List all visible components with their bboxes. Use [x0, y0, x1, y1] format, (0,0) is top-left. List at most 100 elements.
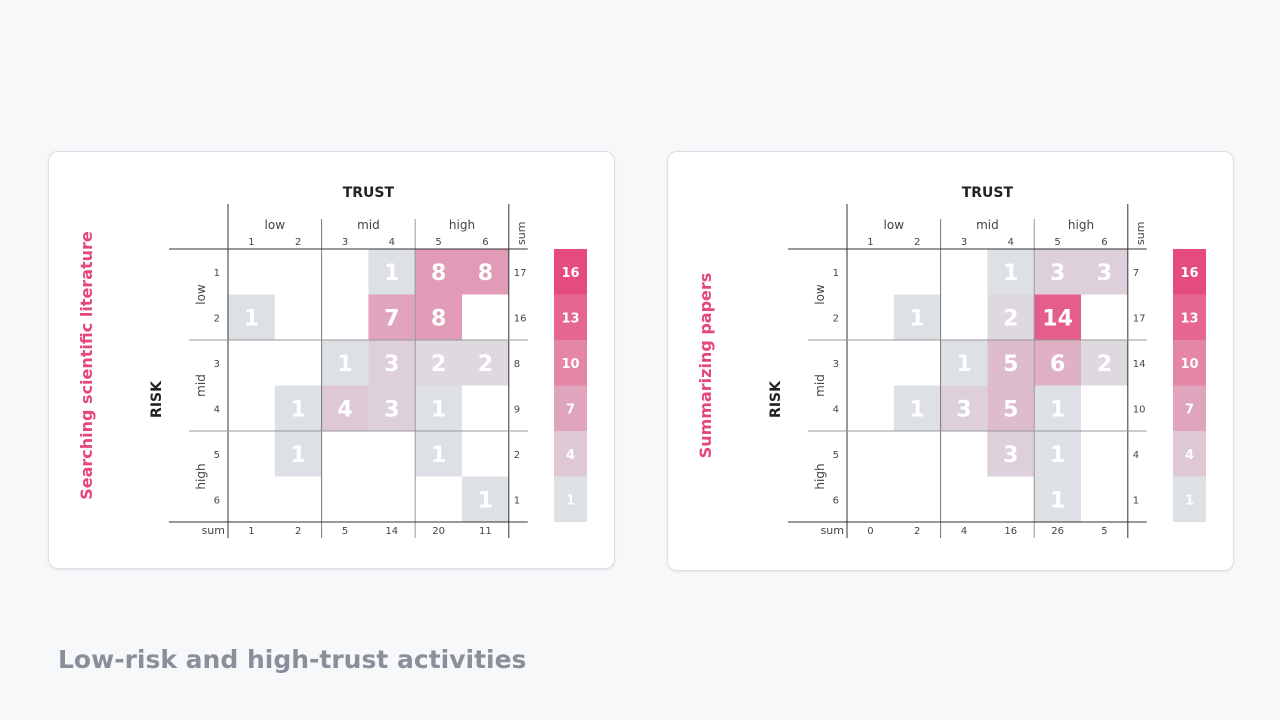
cell-value: 2 — [1097, 352, 1112, 377]
heatmap-cell — [1034, 294, 1081, 340]
heatmap-cell — [893, 385, 941, 431]
legend-swatch — [554, 431, 587, 477]
col-sum: 0 — [867, 526, 873, 537]
cell-value: 5 — [1003, 352, 1018, 377]
cell-value: 8 — [431, 261, 446, 286]
cell-value: 1 — [337, 352, 352, 377]
y-tick-label: 4 — [214, 404, 220, 415]
y-group-label: mid — [813, 374, 827, 397]
y-tick-label: 1 — [214, 268, 220, 279]
cell-value: 1 — [291, 397, 306, 422]
col-sum: 1 — [248, 526, 254, 537]
row-sum: 17 — [514, 268, 527, 279]
row-sum: 16 — [514, 313, 527, 324]
heatmap-cell — [1034, 385, 1081, 431]
cell-value: 14 — [1042, 306, 1073, 331]
x-tick-label: 4 — [389, 237, 395, 248]
legend-swatch — [554, 340, 587, 386]
heatmap-cell — [987, 340, 1035, 386]
col-sum-header: sum — [821, 524, 844, 537]
row-sum: 1 — [1133, 495, 1139, 506]
col-sum: 2 — [914, 526, 920, 537]
heatmap-cell — [987, 431, 1035, 477]
col-sum: 2 — [295, 526, 301, 537]
heatmap-cell — [368, 385, 416, 431]
x-group-label: high — [449, 218, 475, 232]
heatmap-cell — [415, 249, 462, 295]
row-sum: 9 — [514, 404, 520, 415]
y-group-label: low — [194, 284, 208, 305]
y-tick-label: 2 — [214, 313, 220, 324]
heatmap-cell — [368, 340, 416, 386]
legend-label: 13 — [1180, 311, 1198, 326]
heatmap-cell — [415, 385, 462, 431]
legend-label: 1 — [1185, 493, 1194, 508]
row-sum: 2 — [514, 450, 520, 461]
y-tick-label: 6 — [214, 495, 220, 506]
y-tick-label: 1 — [833, 268, 839, 279]
x-axis-title: TRUST — [343, 185, 395, 201]
y-group-label: high — [813, 463, 827, 489]
legend-label: 10 — [1180, 357, 1198, 372]
cell-value: 7 — [384, 306, 399, 331]
cell-value: 3 — [1050, 261, 1065, 286]
x-group-label: mid — [357, 218, 380, 232]
heatmap-cell — [1034, 476, 1081, 522]
cell-value: 1 — [1003, 261, 1018, 286]
legend-label: 4 — [566, 448, 575, 463]
cell-value: 1 — [431, 397, 446, 422]
legend-swatch — [554, 476, 587, 522]
legend-swatch — [1173, 294, 1206, 340]
legend-swatch — [554, 249, 587, 295]
heatmap-cell — [1081, 249, 1128, 295]
cell-value: 1 — [910, 306, 925, 331]
cell-value: 3 — [1097, 261, 1112, 286]
cell-value: 8 — [478, 261, 493, 286]
legend-swatch — [554, 294, 587, 340]
heatmap-cell — [274, 431, 322, 477]
cell-value: 2 — [431, 352, 446, 377]
y-tick-label: 6 — [833, 495, 839, 506]
cell-value: 5 — [1003, 397, 1018, 422]
cell-value: 1 — [956, 352, 971, 377]
heatmap-cell — [321, 340, 369, 386]
cell-value: 1 — [478, 488, 493, 513]
legend-swatch — [554, 385, 587, 431]
slide-title: Low-risk and high-trust activities — [58, 645, 527, 674]
row-sum: 8 — [514, 359, 520, 370]
cell-value: 1 — [384, 261, 399, 286]
y-axis-title: RISK — [149, 380, 165, 418]
heatmap-cell — [462, 476, 509, 522]
x-tick-label: 6 — [482, 237, 488, 248]
row-sum: 4 — [1133, 450, 1139, 461]
y-tick-label: 2 — [833, 313, 839, 324]
y-group-label: high — [194, 463, 208, 489]
y-tick-label: 4 — [833, 404, 839, 415]
cell-value: 1 — [1050, 443, 1065, 468]
col-sum: 11 — [479, 526, 492, 537]
legend-label: 7 — [566, 402, 575, 417]
legend-swatch — [1173, 340, 1206, 386]
legend-label: 10 — [561, 357, 579, 372]
heatmap-cell — [1034, 249, 1081, 295]
heatmap-cell — [893, 294, 941, 340]
heatmap-cell — [415, 294, 462, 340]
y-tick-label: 5 — [214, 450, 220, 461]
col-sum: 5 — [342, 526, 348, 537]
chart-card-summarizing: 1 3 3 1 2 14 1 5 6 2 1 3 5 1 3 1 1 TRUST RISK Summarizing p… — [667, 151, 1234, 571]
x-tick-label: 3 — [961, 237, 967, 248]
col-sum: 4 — [961, 526, 967, 537]
heatmap-cell — [462, 340, 509, 386]
cell-value: 3 — [1003, 443, 1018, 468]
x-tick-label: 4 — [1008, 237, 1014, 248]
row-sum: 7 — [1133, 268, 1139, 279]
col-sum-header: sum — [202, 524, 225, 537]
heatmap-cell — [274, 385, 322, 431]
x-axis-title: TRUST — [962, 185, 1014, 201]
y-tick-label: 3 — [833, 359, 839, 370]
heatmap-cell — [415, 431, 462, 477]
x-tick-label: 2 — [914, 237, 920, 248]
cell-value: 4 — [337, 397, 352, 422]
heatmap-cell — [321, 385, 369, 431]
